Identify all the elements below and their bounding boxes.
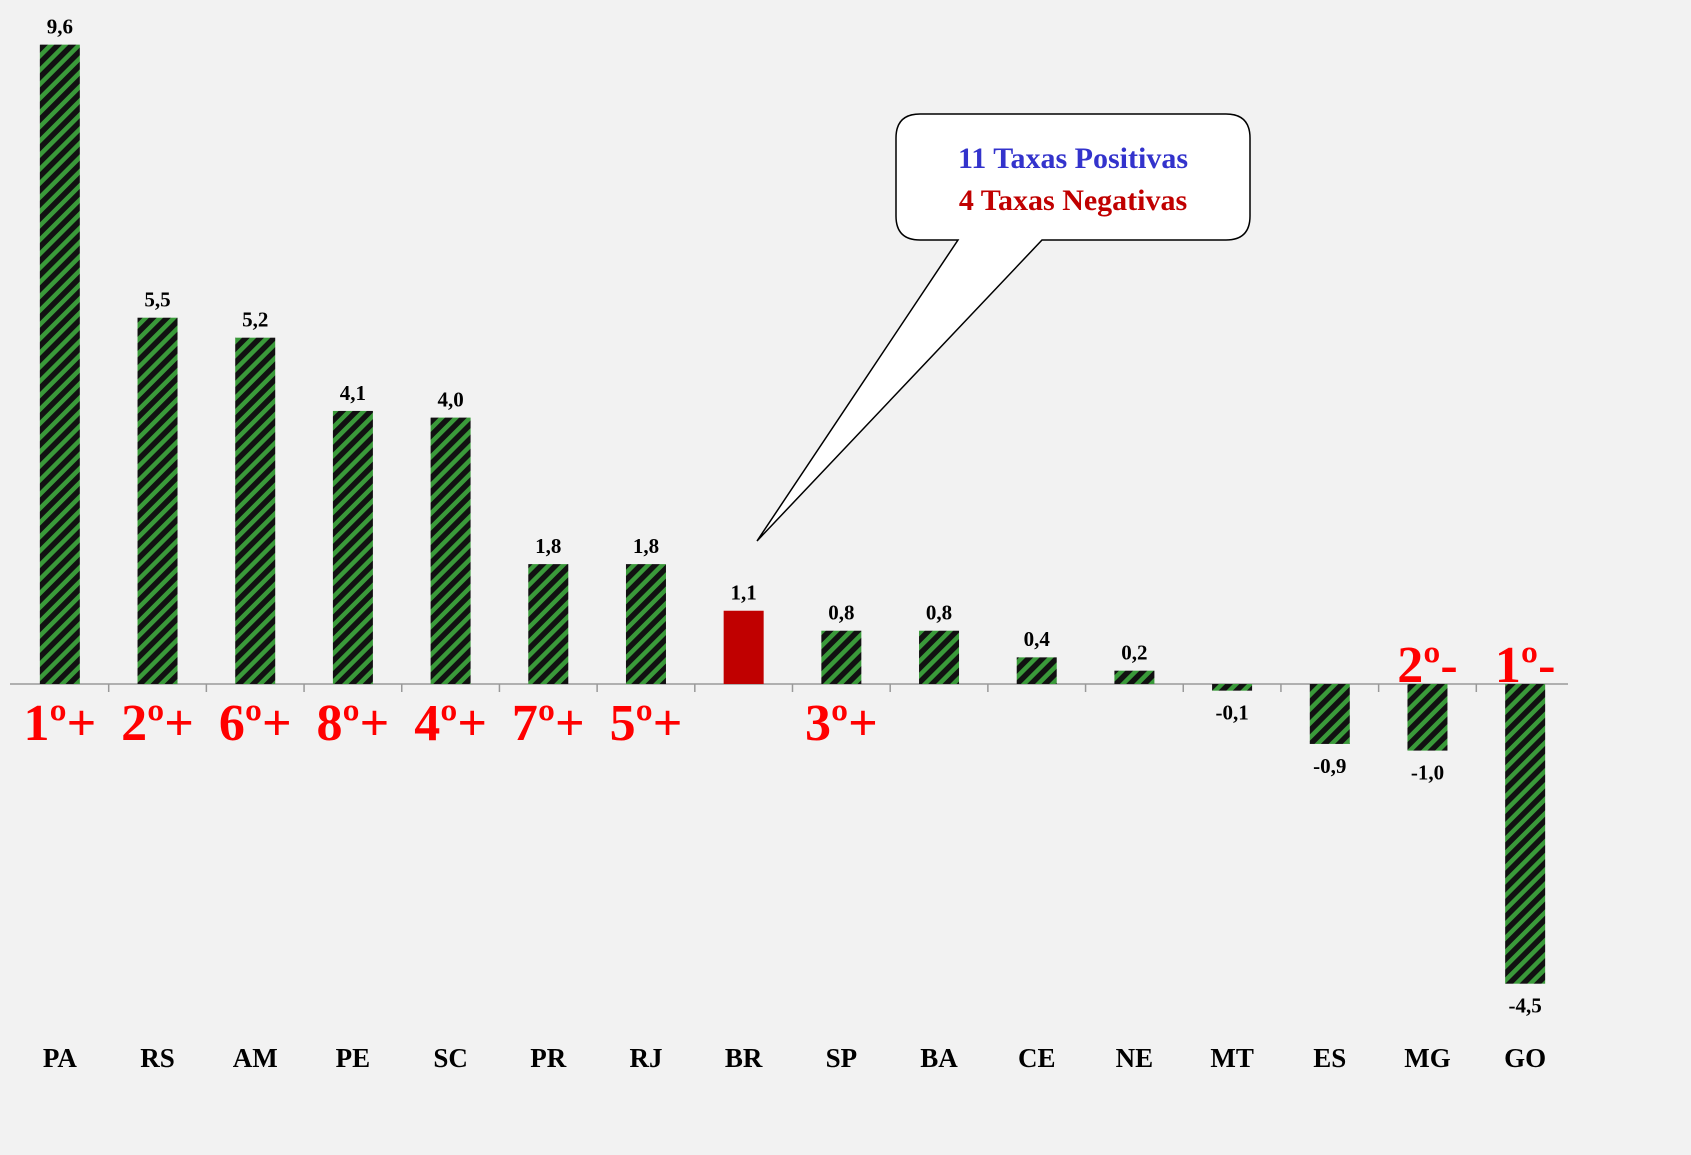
value-label: 0,8 <box>926 601 952 625</box>
value-label: 1,1 <box>731 581 757 605</box>
bar <box>430 417 471 684</box>
bar <box>235 337 276 684</box>
bar <box>1212 684 1253 691</box>
bar <box>1505 684 1546 984</box>
x-tick-label: MT <box>1210 1043 1254 1073</box>
bar <box>332 410 373 684</box>
x-tick-label: NE <box>1116 1043 1154 1073</box>
x-tick-label: PR <box>530 1043 566 1073</box>
x-tick-label: GO <box>1504 1043 1546 1073</box>
x-tick-label: BA <box>920 1043 958 1073</box>
bar <box>1016 657 1057 684</box>
x-tick-label: CE <box>1018 1043 1056 1073</box>
bar <box>821 630 862 684</box>
callout: 11 Taxas Positivas 4 Taxas Negativas <box>756 113 1251 542</box>
rank-label: 8º+ <box>317 695 390 752</box>
x-tick-label: MG <box>1404 1043 1451 1073</box>
rank-label: 1º+ <box>23 695 96 752</box>
value-label: 0,4 <box>1024 627 1051 651</box>
bar <box>528 564 569 684</box>
x-tick-label: RS <box>140 1043 175 1073</box>
value-label: 5,2 <box>242 307 268 331</box>
value-label: 9,6 <box>47 14 73 38</box>
bar <box>39 44 80 684</box>
rank-label: 6º+ <box>219 695 292 752</box>
callout-box <box>756 113 1251 542</box>
x-tick-label: ES <box>1313 1043 1346 1073</box>
callout-line: 4 Taxas Negativas <box>959 184 1187 217</box>
x-tick-label: RJ <box>629 1043 662 1073</box>
bar <box>625 564 666 684</box>
x-tick-label: AM <box>233 1043 278 1073</box>
x-tick-label: PE <box>336 1043 371 1073</box>
value-label: 1,8 <box>535 534 561 558</box>
value-label: 4,1 <box>340 381 366 405</box>
value-label: -0,1 <box>1215 700 1248 724</box>
value-label: 0,8 <box>828 601 854 625</box>
bar <box>1407 684 1448 751</box>
x-tick-label: PA <box>43 1043 77 1073</box>
value-label: 5,5 <box>144 288 170 312</box>
value-label: 1,8 <box>633 534 659 558</box>
bar <box>137 317 178 684</box>
x-tick-label: SP <box>826 1043 858 1073</box>
value-label: -4,5 <box>1509 994 1542 1018</box>
rank-label: 7º+ <box>512 695 585 752</box>
rank-label: 2º+ <box>121 695 194 752</box>
x-tick-label: BR <box>725 1043 763 1073</box>
rank-label: 4º+ <box>414 695 487 752</box>
bar <box>723 610 764 684</box>
bar <box>1114 670 1155 684</box>
rank-label: 5º+ <box>610 695 683 752</box>
value-label: -1,0 <box>1411 760 1444 784</box>
callout-line: 11 Taxas Positivas <box>958 142 1188 175</box>
rank-label: 2º- <box>1397 637 1457 694</box>
bar <box>919 630 960 684</box>
value-label: -0,9 <box>1313 754 1346 778</box>
bar <box>1309 684 1350 744</box>
value-label: 0,2 <box>1121 640 1147 664</box>
value-label: 4,0 <box>437 387 463 411</box>
rank-label: 3º+ <box>805 695 878 752</box>
rank-label: 1º- <box>1495 637 1555 694</box>
x-tick-label: SC <box>433 1043 468 1073</box>
